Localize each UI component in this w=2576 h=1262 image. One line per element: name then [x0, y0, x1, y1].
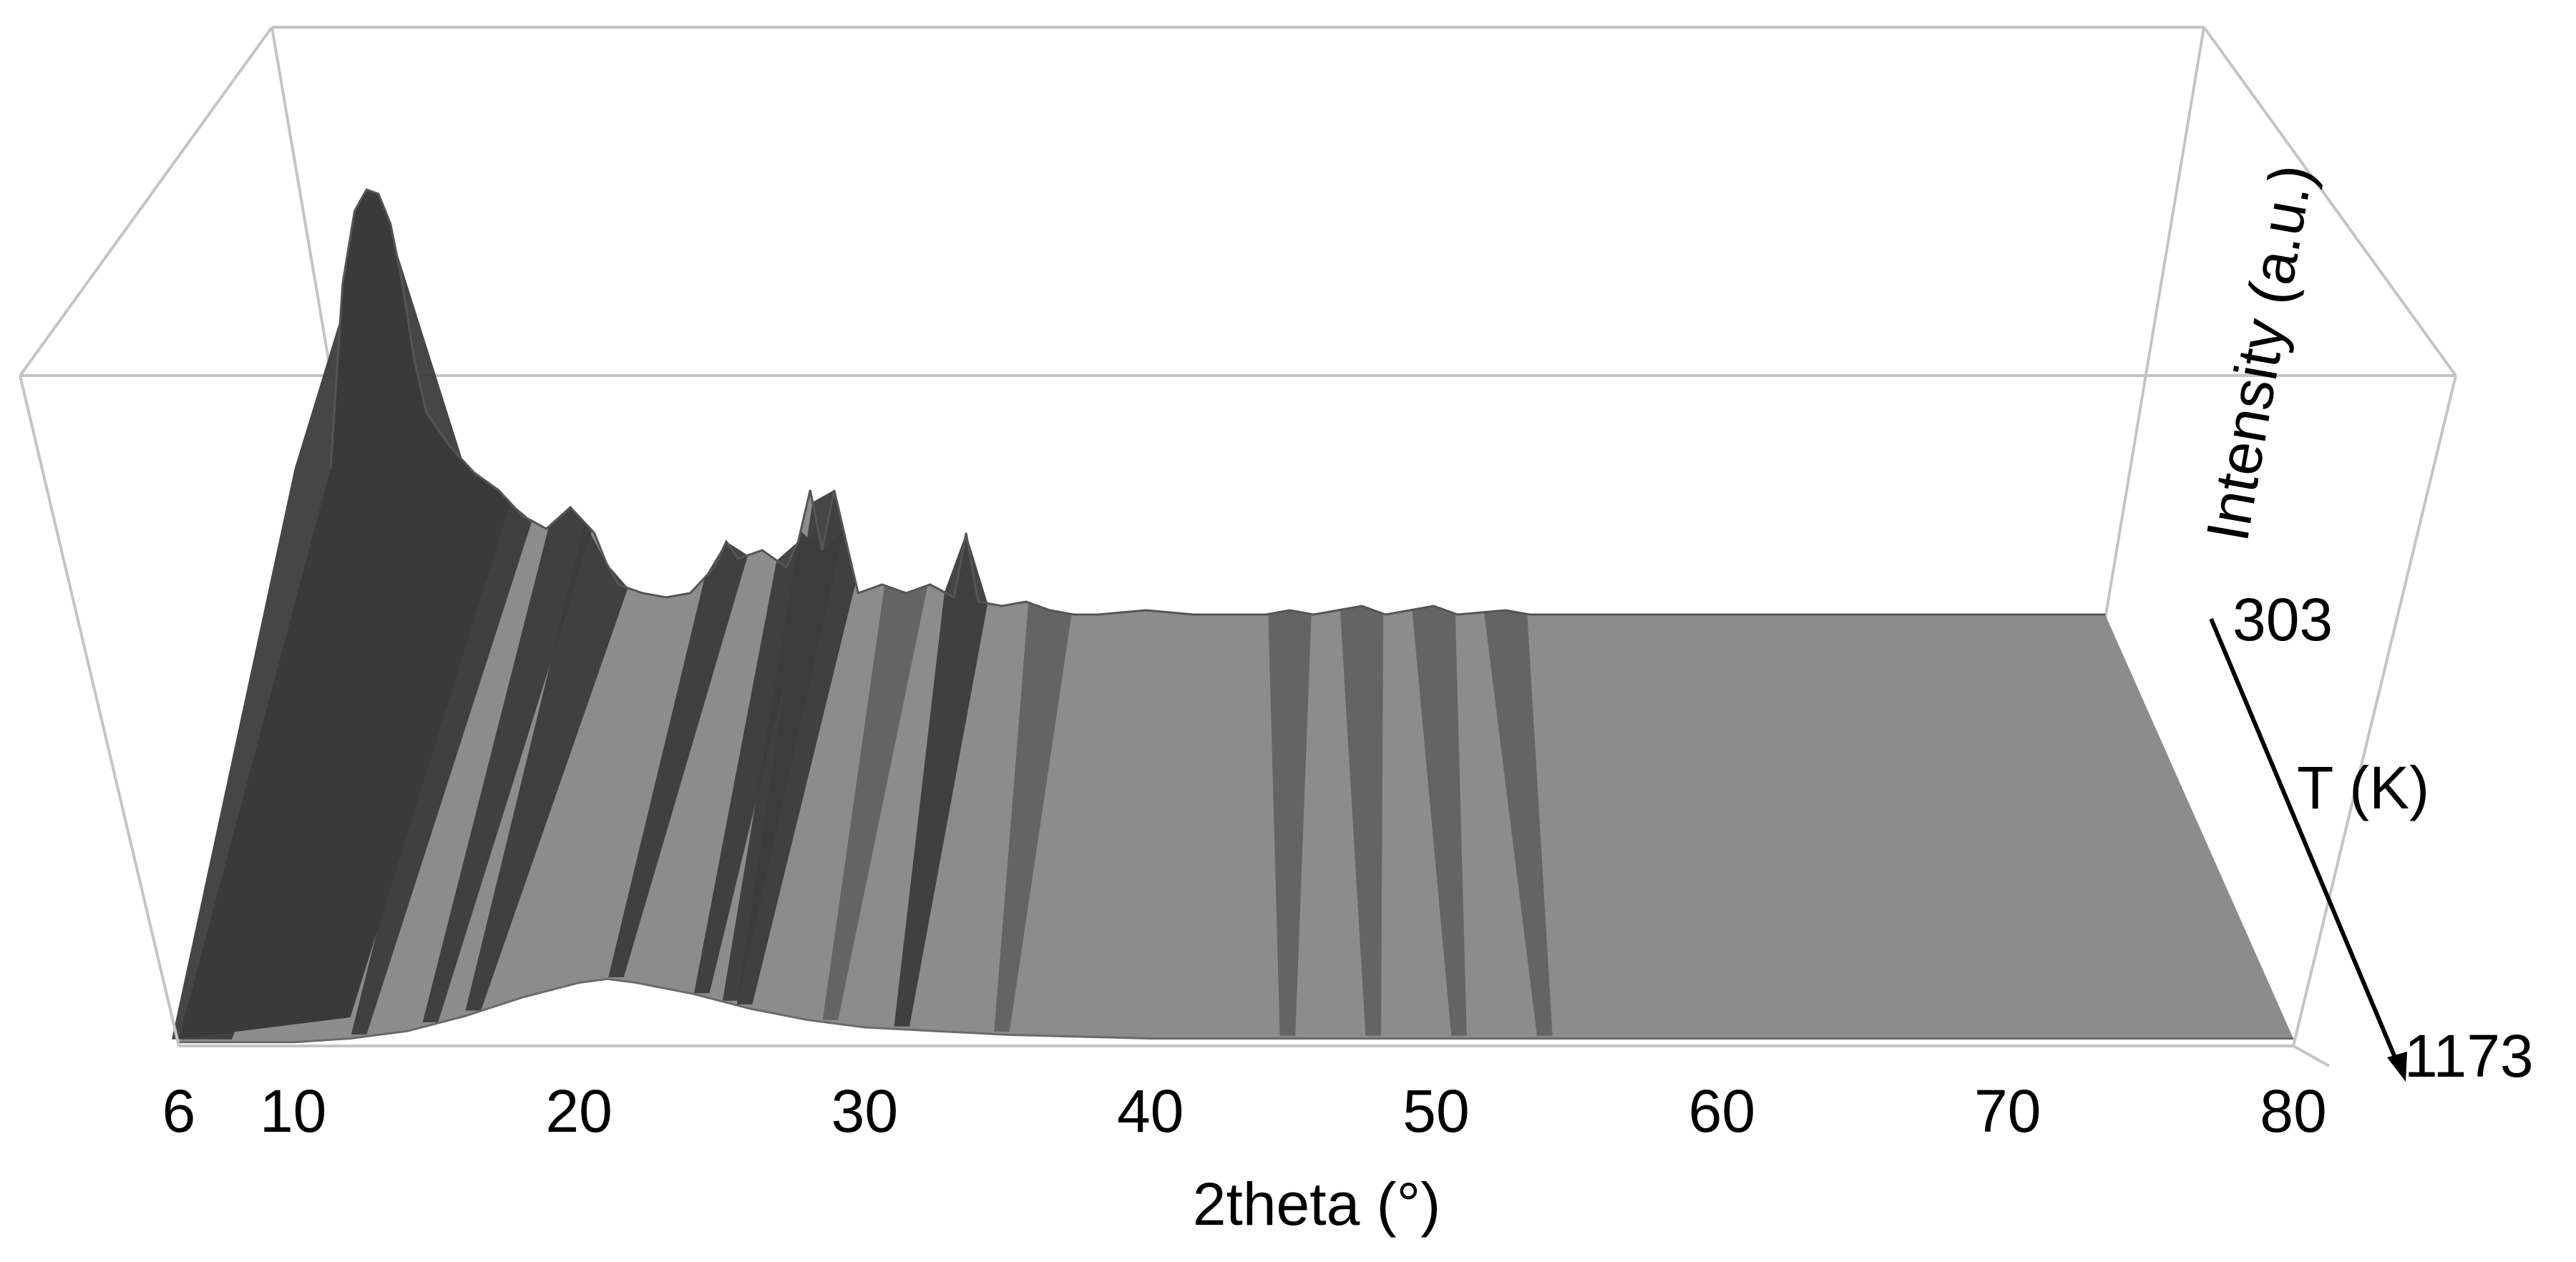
waterfall-surface — [172, 188, 2293, 1044]
box-edge — [2293, 1045, 2330, 1067]
peak-ridge — [351, 483, 532, 1034]
box-edge — [19, 375, 180, 1047]
peak-ridge — [422, 507, 592, 1022]
temperature-axis: T (K) 303 1173 — [2209, 586, 2534, 1090]
peak-ridge — [736, 490, 856, 1004]
peak-ridge — [994, 602, 1072, 1032]
x-axis-ticks: 6 10 20 30 40 50 60 70 80 — [162, 1077, 2327, 1145]
x-tick-label: 20 — [545, 1077, 612, 1145]
temperature-tick-label: 303 — [2233, 586, 2333, 653]
box-edge — [19, 26, 273, 377]
peak-ridge — [1412, 606, 1467, 1036]
peak-ridge — [465, 522, 628, 1011]
peak-ridge — [1340, 606, 1384, 1036]
plot-box-front — [19, 375, 2457, 1067]
x-tick-label: 10 — [260, 1077, 326, 1145]
peak-ridge — [822, 585, 928, 1020]
box-edge — [2292, 375, 2457, 1047]
series-line-1173K — [179, 977, 2293, 1044]
x-tick-label: 80 — [2260, 1077, 2326, 1145]
box-edge — [2104, 26, 2205, 620]
surface-body — [179, 190, 2293, 1042]
z-axis-title: Intensity (a.u.) — [2193, 160, 2326, 546]
x-axis-title: 2theta (°) — [1193, 1170, 1440, 1238]
peak-ridge — [894, 533, 988, 1027]
temperature-tick-label: 1173 — [2404, 1022, 2534, 1090]
low-angle-hump — [179, 190, 511, 1039]
x-tick-label: 6 — [162, 1077, 196, 1145]
box-edge — [2202, 26, 2457, 377]
series-line-303K — [329, 188, 2105, 616]
x-tick-label: 50 — [1402, 1077, 1469, 1145]
temperature-axis-title: T (K) — [2297, 754, 2429, 821]
box-edge — [270, 26, 332, 373]
temperature-axis-arrowhead — [2387, 1052, 2407, 1082]
peak-ridge — [608, 542, 748, 977]
x-tick-label: 40 — [1117, 1077, 1184, 1145]
x-tick-label: 30 — [831, 1077, 898, 1145]
peak-ridge — [1268, 610, 1312, 1036]
temperature-axis-line — [2209, 617, 2401, 1067]
peak-ridge — [1484, 610, 1553, 1036]
x-tick-label: 70 — [1974, 1077, 2041, 1145]
x-tick-label: 60 — [1689, 1077, 1755, 1145]
